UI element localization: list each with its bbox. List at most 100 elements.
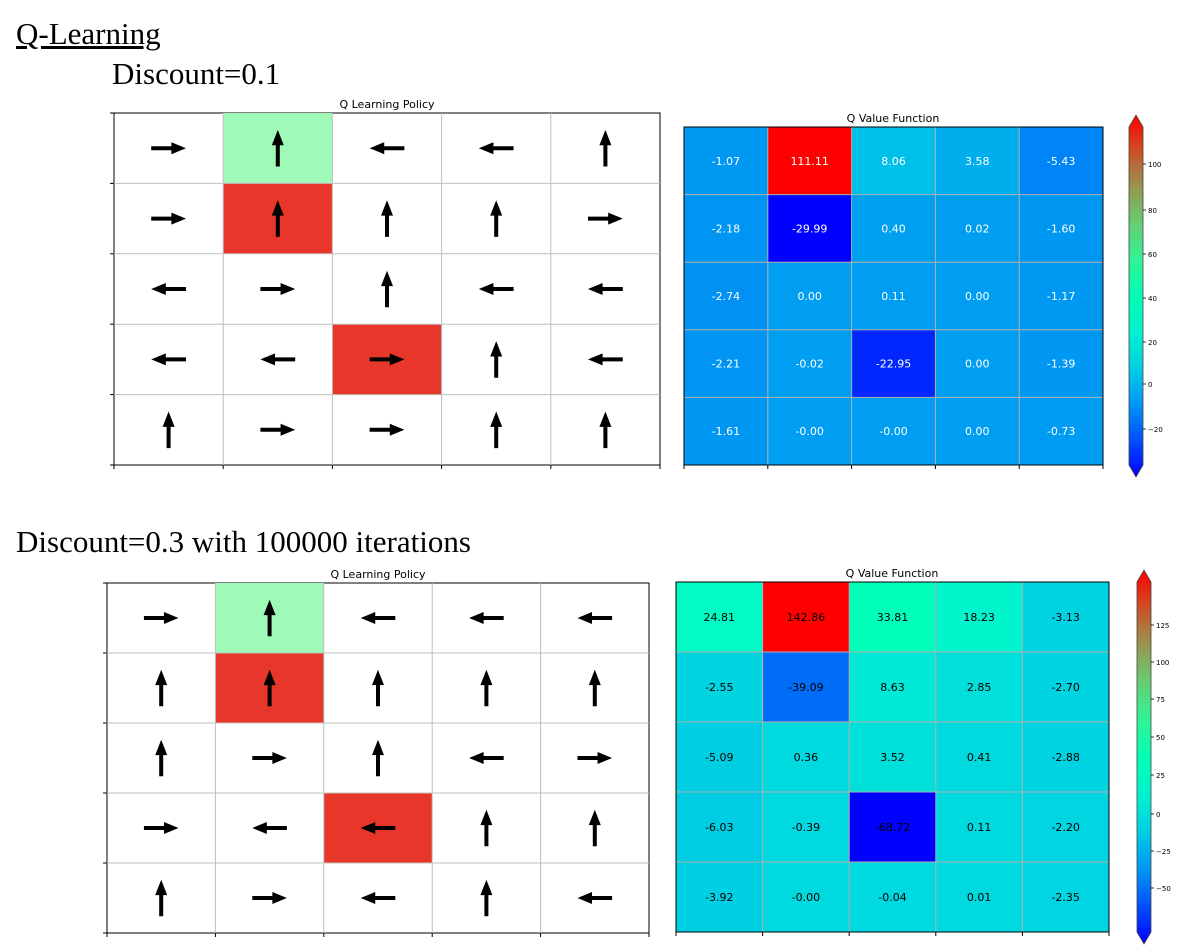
heatmap-value-label: 3.52 [880,751,905,764]
arrow-up-icon [599,411,612,449]
heatmap-cell [767,397,852,465]
arrow-left-icon [478,283,514,295]
heatmap-value-label: -0.00 [792,891,820,904]
colorbar-tick-label: 75 [1156,696,1165,704]
arrow-left-icon [588,353,623,366]
heatmap-value-label: 8.06 [881,155,906,168]
heatmap-value-label: -2.20 [1051,821,1079,834]
heatmap-value-label: -5.09 [705,751,733,764]
colorbar-discount-0-1: 100 80 60 40 20 0 −20 [1128,114,1163,478]
heatmap-value-label: -68.72 [875,821,910,834]
heatmap-cell [1022,582,1109,652]
colorbar-tick-label: 40 [1148,295,1157,303]
arrow-left-icon [151,283,186,295]
colorbar-tick-label: 100 [1148,161,1161,169]
heatmap-value-label: -22.95 [876,358,911,371]
arrow-up-icon [381,270,393,308]
heatmap-cell [1019,127,1103,195]
heatmap-cell [676,652,763,722]
arrow-up-icon [162,411,175,449]
heatmap-cell [767,262,852,330]
arrow-right-icon [143,612,179,624]
heatmap-cell [849,582,936,652]
heatmap-value-label: -2.55 [705,681,733,694]
arrow-right-icon [260,283,296,295]
heatmap-cell [676,722,763,792]
heatmap-cell [935,862,1023,932]
heatmap-value-label: -29.99 [792,222,827,235]
arrow-up-icon [155,739,168,777]
arrow-up-icon [381,200,393,237]
heatmap-cell [684,329,768,398]
heatmap-cell [851,262,936,330]
heatmap-value-label: -0.73 [1047,425,1075,438]
colorbar-tick-label: −25 [1156,848,1171,856]
heatmap-cell [1022,652,1109,722]
heatmap-value-label: -3.92 [705,891,733,904]
heatmap-cell [762,582,850,652]
heatmap-value-label: -1.07 [712,155,740,168]
heatmap-cell [935,792,1023,862]
heatmap-cell [935,329,1020,398]
heatmap-value-label: 18.23 [963,611,995,624]
heatmap-cell [849,792,936,862]
heatmap-value-label: -1.39 [1047,358,1075,371]
heatmap-cell [762,792,850,862]
arrow-up-icon [271,129,284,167]
heatmap-cell [849,862,936,932]
heatmap-cell [767,194,852,263]
heatmap-value-label: 3.58 [965,155,990,168]
arrow-left-icon [360,822,396,834]
heatmap-cell [935,652,1023,722]
heatmap-value-label: 24.81 [704,611,736,624]
heatmap-cell [767,329,852,398]
policy-grid-frame [113,112,661,466]
heatmap-cell [676,792,763,862]
arrow-up-icon [155,879,168,917]
arrow-left-icon [252,822,287,834]
arrow-up-icon [271,200,284,237]
arrow-right-icon [369,423,405,436]
heatmap-cell [1019,194,1103,263]
colorbar-gradient [1128,114,1144,478]
heatmap-value-label: 0.00 [797,290,822,303]
heatmap-cell [935,262,1020,330]
arrow-up-icon [480,879,493,917]
heatmap-value-label: 0.11 [967,821,992,834]
arrow-up-icon [480,669,493,707]
arrow-right-icon [369,353,405,366]
colorbar-tick-label: −20 [1148,426,1163,434]
heatmap-value-label: -0.02 [795,358,823,371]
heatmap-cell [676,582,763,652]
heatmap-value-label: -0.39 [792,821,820,834]
heatmap-value-label: -1.17 [1047,290,1075,303]
heatmap-value-label: -2.74 [712,290,740,303]
heatmap-value-label: -6.03 [705,821,733,834]
heatmap-cell [935,582,1023,652]
heatmap-value-label: 2.85 [967,681,992,694]
arrow-right-icon [151,212,186,225]
heatmap-cell [851,329,936,398]
arrow-left-icon [577,612,613,624]
colorbar-tick-label: 25 [1156,772,1165,780]
arrow-up-icon [588,809,601,847]
heatmap-value-label: -2.18 [712,222,740,235]
heatmap-value-label: -2.21 [712,358,740,371]
heatmap-cell [684,194,768,263]
colorbar-tick-label: 50 [1156,734,1165,742]
heatmap-cell [1022,792,1109,862]
heatmap-cell [676,862,763,932]
section-2-label: Discount=0.3 with 100000 iterations [16,524,471,559]
colorbar-tick-label: 0 [1156,811,1160,819]
arrow-up-icon [263,669,276,707]
heatmap-value-label: 0.11 [881,290,906,303]
value-title: Q Value Function [847,112,940,125]
colorbar-gradient [1136,569,1152,945]
arrow-right-icon [252,752,287,764]
heatmap-value-label: -1.60 [1047,222,1075,235]
page-heading: Q-Learning [16,16,161,51]
arrow-up-icon [490,411,503,449]
heatmap-cell [849,652,936,722]
arrow-up-icon [490,200,503,237]
